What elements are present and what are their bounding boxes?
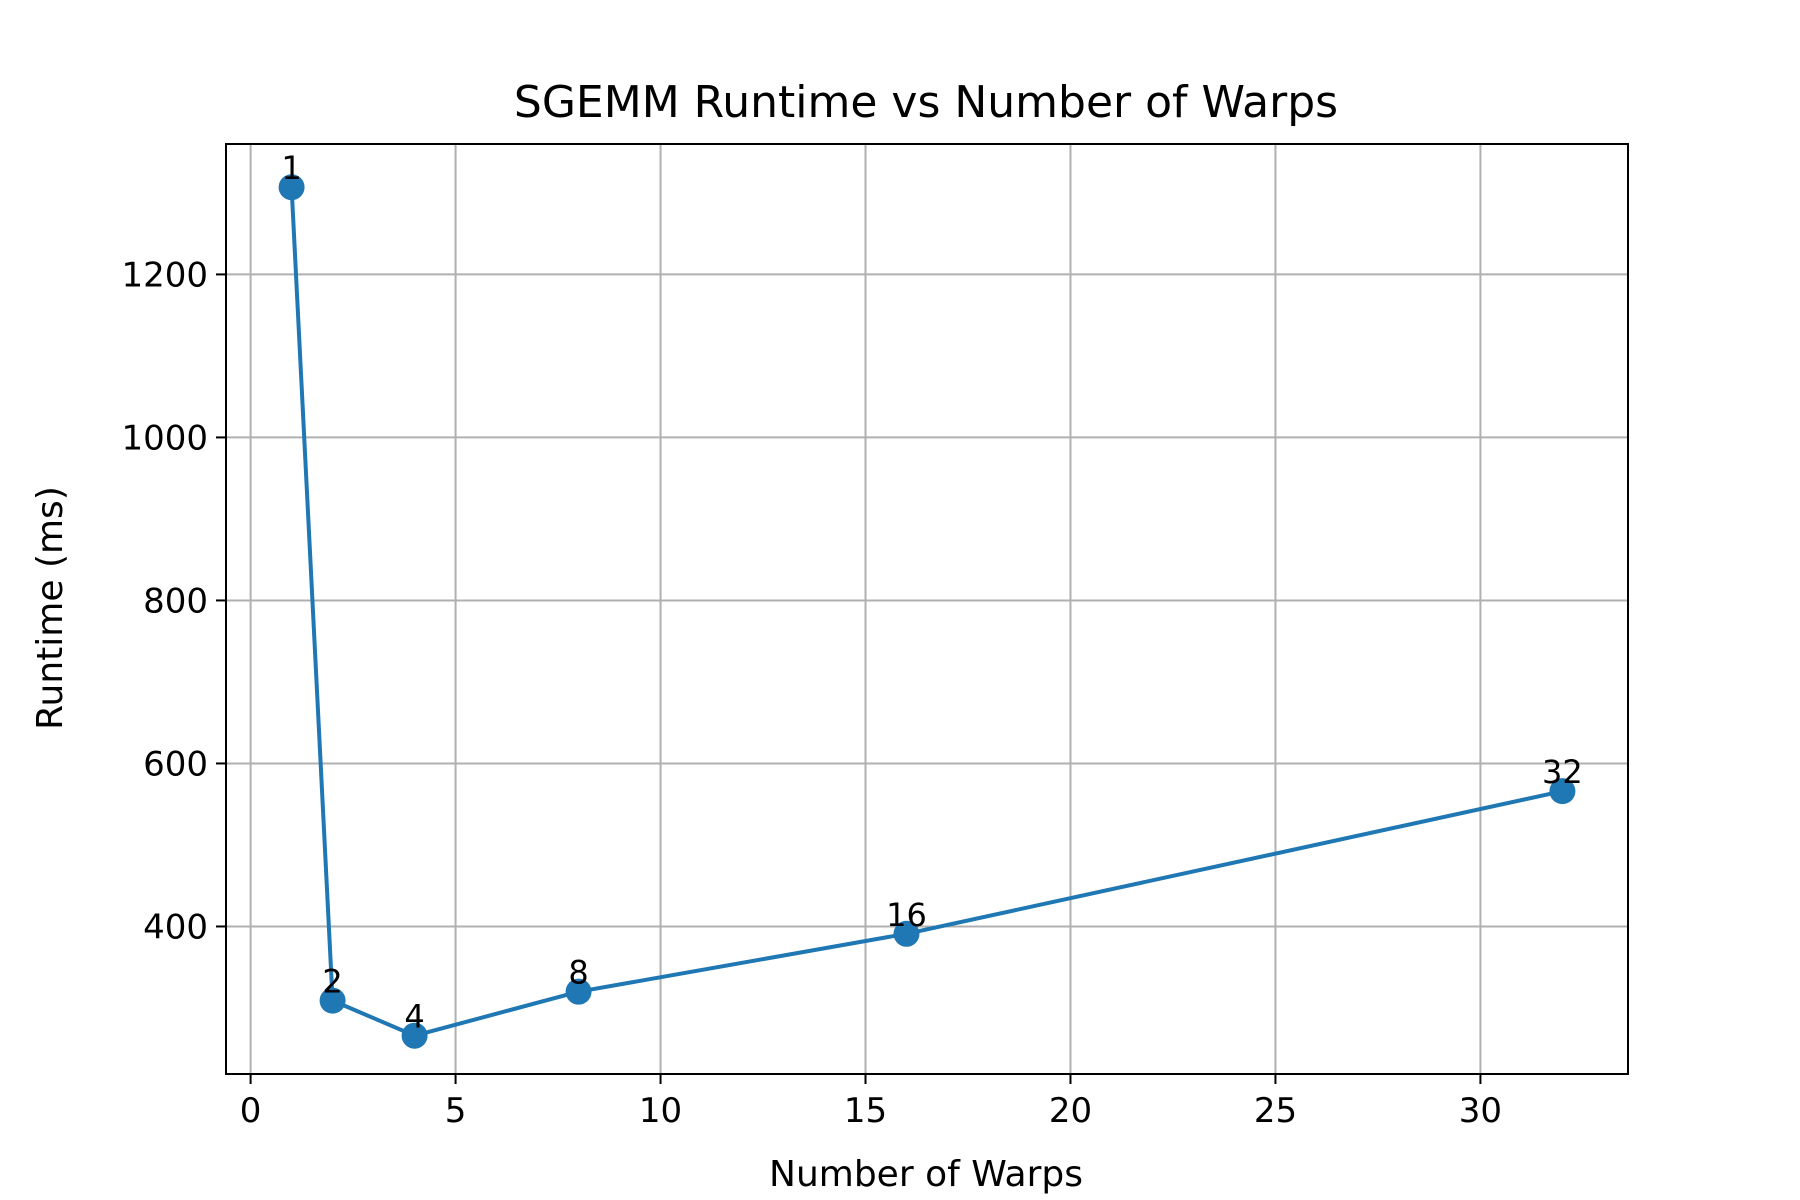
chart-title: SGEMM Runtime vs Number of Warps <box>514 77 1338 128</box>
data-point <box>1549 778 1576 805</box>
data-point <box>401 1022 428 1049</box>
data-point <box>565 978 592 1005</box>
data-label: 2 <box>322 963 342 1001</box>
series-layer: 1 2 4 8 16 32 <box>278 149 1583 1049</box>
plot-frame <box>225 143 1629 1075</box>
y-tick-label: 400 <box>143 907 208 947</box>
data-label: 16 <box>886 896 927 934</box>
x-tick-label: 30 <box>1459 1091 1502 1131</box>
x-tick-label: 15 <box>844 1091 887 1131</box>
data-point <box>278 174 305 201</box>
x-tick-label: 5 <box>445 1091 467 1131</box>
y-tick-label: 600 <box>143 744 208 784</box>
x-tick-label: 0 <box>240 1091 262 1131</box>
data-label: 32 <box>1542 753 1583 791</box>
grid-lines <box>226 144 1628 1074</box>
x-tick-label: 25 <box>1254 1091 1297 1131</box>
y-tick-label: 1200 <box>121 255 208 295</box>
data-label: 1 <box>281 149 301 187</box>
x-tick-label: 20 <box>1049 1091 1092 1131</box>
y-tick-label: 800 <box>143 581 208 621</box>
series-line <box>289 187 1563 1038</box>
data-point <box>319 987 346 1014</box>
data-point <box>893 920 920 947</box>
data-label: 8 <box>568 954 588 992</box>
x-axis: 0 5 10 15 20 25 30 <box>240 1074 1502 1131</box>
y-axis: 400 600 800 1000 1200 <box>121 255 226 947</box>
x-tick-label: 10 <box>639 1091 682 1131</box>
y-tick-label: 1000 <box>121 418 208 458</box>
y-axis-label: Runtime (ms) <box>30 486 71 730</box>
data-label: 4 <box>404 998 424 1036</box>
x-axis-label: Number of Warps <box>769 1154 1083 1195</box>
